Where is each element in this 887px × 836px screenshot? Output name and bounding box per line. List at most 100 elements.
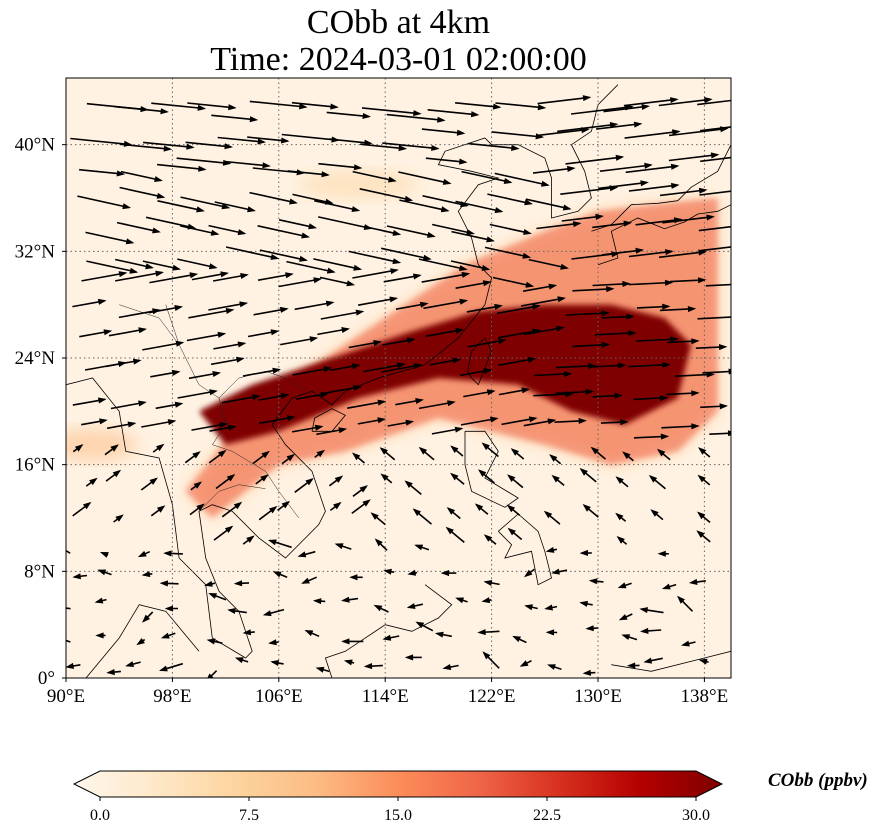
wind-arrowhead: [474, 503, 484, 511]
wind-arrowhead: [494, 303, 503, 310]
wind-arrowhead: [351, 363, 361, 370]
wind-arrowhead: [414, 544, 424, 551]
wind-arrowhead: [160, 632, 170, 639]
wind-arrowhead: [492, 103, 502, 110]
wind-arrow: [185, 141, 232, 148]
wind-arrow: [186, 333, 225, 342]
wind-arrowhead: [373, 340, 382, 346]
wind-arrowhead: [196, 206, 205, 213]
wind-arrow: [427, 109, 478, 116]
plume-west: [66, 428, 138, 461]
wind-arrow: [145, 216, 195, 229]
wind-arrowhead: [224, 525, 234, 533]
lon-tick-label: 98°E: [153, 686, 191, 707]
wind-arrow: [628, 184, 678, 192]
wind-arrowhead: [537, 104, 547, 111]
wind-arrowhead: [486, 236, 495, 243]
wind-arrowhead: [412, 508, 421, 517]
wind-arrowhead: [94, 597, 104, 604]
wind-arrowhead: [670, 163, 680, 170]
wind-arrowhead: [507, 474, 516, 482]
wind-arrow: [116, 221, 160, 233]
wind-arrow: [176, 157, 230, 165]
wind-arrowhead: [670, 336, 679, 343]
wind-arrow: [381, 247, 430, 260]
wind-arrowhead: [660, 433, 670, 440]
colorbar-tick-label: 15.0: [384, 807, 412, 824]
wind-arrow: [81, 272, 126, 282]
wind-arrowhead: [346, 280, 356, 287]
wind-arrowhead: [186, 143, 195, 150]
wind-arrow: [157, 200, 204, 212]
wind-arrowhead: [440, 206, 450, 213]
wind-arrowhead: [452, 357, 462, 364]
wind-arrowhead: [697, 277, 707, 284]
wind-arrowhead: [383, 568, 392, 575]
wind-arrowhead: [285, 272, 294, 279]
map-frame: [65, 77, 732, 679]
wind-arrowhead: [129, 267, 139, 274]
wind-arrowhead: [404, 654, 414, 661]
wind-arrowhead: [363, 663, 373, 670]
wind-arrowhead: [392, 230, 402, 236]
coastline-8: [611, 650, 731, 672]
wind-arrowhead: [588, 578, 598, 585]
wind-arrowhead: [338, 427, 348, 434]
wind-arrowhead: [227, 608, 236, 614]
border-0: [165, 304, 306, 399]
wind-arrow: [313, 258, 361, 270]
wind-arrowhead: [442, 178, 452, 185]
wind-arrow: [292, 193, 332, 204]
wind-arrowhead: [247, 206, 256, 213]
wind-arrowhead: [623, 220, 633, 227]
wind-arrowhead: [137, 550, 147, 558]
wind-arrowhead: [736, 123, 745, 129]
wind-arrow: [114, 105, 167, 113]
wind-arrow: [599, 164, 651, 172]
wind-arrowhead: [626, 313, 635, 320]
wind-arrowhead: [66, 662, 74, 669]
coastline-1: [467, 337, 493, 386]
wind-arrowhead: [262, 162, 271, 169]
wind-arrow: [492, 276, 533, 287]
wind-arrow: [537, 128, 588, 137]
wind-arrowhead: [662, 303, 671, 310]
wind-arrow: [352, 269, 397, 279]
wind-arrowhead: [305, 478, 314, 486]
wind-arrowhead: [406, 337, 416, 344]
wind-arrowhead: [437, 116, 446, 123]
wind-arrowhead: [89, 477, 98, 486]
wind-arrowhead: [54, 636, 63, 642]
wind-arrowhead: [718, 344, 728, 351]
wind-arrowhead: [246, 535, 255, 543]
wind-arrowhead: [615, 154, 625, 161]
wind-arrowhead: [543, 510, 553, 519]
wind-arrow: [658, 98, 711, 107]
colorbar-tick-label: 22.5: [533, 807, 561, 824]
wind-arrowhead: [239, 301, 249, 308]
wind-arrow: [461, 170, 511, 184]
wind-arrowhead: [171, 369, 181, 376]
wind-arrowhead: [413, 273, 422, 280]
wind-arrowhead: [362, 499, 371, 507]
wind-arrowhead: [418, 446, 428, 455]
wind-arrowhead: [312, 598, 322, 605]
wind-arrowhead: [308, 223, 317, 230]
colorbar: 0.0 7.5 15.0 22.5 30.0 CObb (ppbv): [72, 770, 868, 824]
wind-arrowhead: [115, 514, 124, 522]
wind-arrowhead: [280, 137, 290, 144]
wind-arrowhead: [617, 362, 627, 369]
wind-arrow: [382, 142, 438, 150]
wind-arrowhead: [547, 418, 557, 425]
lon-tick-label: 90°E: [47, 686, 85, 707]
wind-arrow: [257, 225, 309, 238]
wind-arrowhead: [511, 144, 520, 151]
wind-arrow: [120, 170, 162, 182]
wind-arrowhead: [447, 400, 456, 407]
wind-arrowhead: [207, 673, 214, 678]
wind-arrowhead: [330, 103, 339, 110]
wind-arrowhead: [640, 180, 649, 187]
wind-arrow: [494, 172, 548, 186]
wind-arrow: [668, 153, 718, 162]
wind-arrow: [115, 271, 163, 282]
